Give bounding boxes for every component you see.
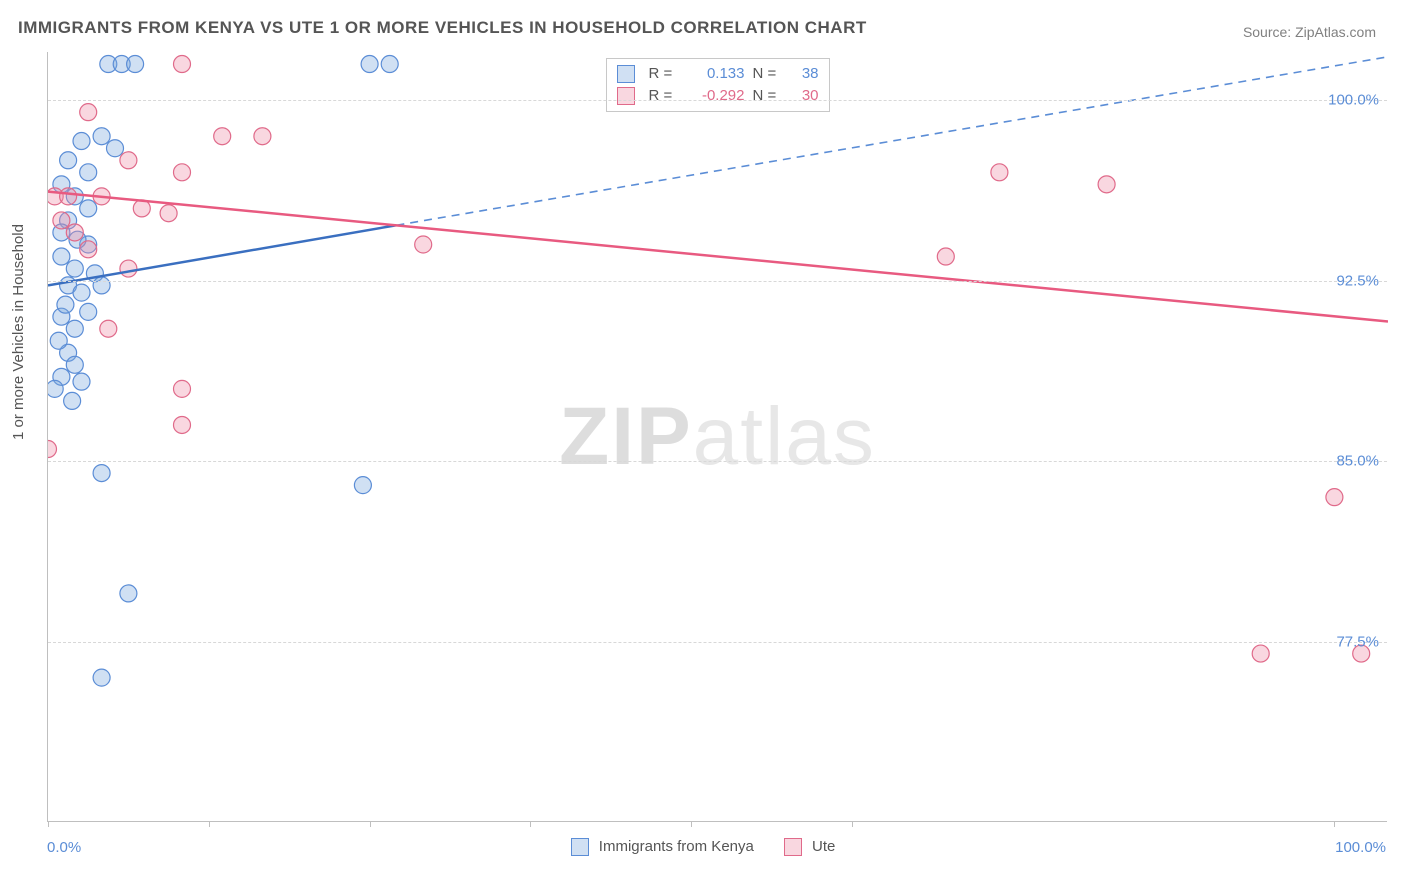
data-point-pink	[1252, 645, 1269, 662]
n-label: N =	[753, 63, 781, 85]
data-point-blue	[80, 303, 97, 320]
r-value-ute: -0.292	[685, 85, 745, 107]
legend-row-ute: R = -0.292 N = 30	[617, 85, 819, 107]
n-value-kenya: 38	[789, 63, 819, 85]
data-point-blue	[73, 284, 90, 301]
data-point-blue	[361, 56, 378, 73]
data-point-blue	[93, 669, 110, 686]
trendline-kenya-solid	[48, 225, 396, 285]
data-point-blue	[73, 133, 90, 150]
trendline-kenya-dashed	[396, 57, 1388, 225]
data-point-blue	[66, 356, 83, 373]
y-tick-label: 100.0%	[1328, 92, 1379, 109]
data-point-blue	[50, 332, 67, 349]
r-value-kenya: 0.133	[685, 63, 745, 85]
data-point-blue	[107, 140, 124, 157]
data-point-pink	[174, 56, 191, 73]
data-point-blue	[127, 56, 144, 73]
plot-svg	[48, 52, 1388, 822]
data-point-blue	[93, 465, 110, 482]
data-point-pink	[1098, 176, 1115, 193]
trendline-ute	[48, 192, 1388, 322]
n-label-2: N =	[753, 85, 781, 107]
data-point-blue	[57, 296, 74, 313]
gridline-h	[48, 100, 1387, 101]
data-point-pink	[214, 128, 231, 145]
legend-row-kenya: R = 0.133 N = 38	[617, 63, 819, 85]
swatch-kenya	[617, 65, 635, 83]
x-tick	[370, 821, 371, 827]
data-point-blue	[93, 128, 110, 145]
data-point-pink	[120, 260, 137, 277]
x-tick	[852, 821, 853, 827]
data-point-pink	[174, 416, 191, 433]
data-point-pink	[80, 241, 97, 258]
data-point-blue	[66, 260, 83, 277]
x-tick	[691, 821, 692, 827]
series-name-ute: Ute	[812, 838, 835, 855]
data-point-blue	[73, 373, 90, 390]
y-tick-label: 92.5%	[1336, 272, 1379, 289]
data-point-pink	[100, 320, 117, 337]
series-name-kenya: Immigrants from Kenya	[599, 838, 754, 855]
data-point-pink	[66, 224, 83, 241]
gridline-h	[48, 281, 1387, 282]
data-point-pink	[120, 152, 137, 169]
data-point-pink	[254, 128, 271, 145]
data-point-blue	[80, 200, 97, 217]
data-point-blue	[60, 152, 77, 169]
data-point-pink	[80, 104, 97, 121]
data-point-pink	[937, 248, 954, 265]
swatch-kenya-icon	[571, 838, 589, 856]
gridline-h	[48, 642, 1387, 643]
r-label-2: R =	[649, 85, 677, 107]
y-tick-label: 77.5%	[1336, 633, 1379, 650]
correlation-legend: R = 0.133 N = 38 R = -0.292 N = 30	[606, 58, 830, 112]
x-tick	[48, 821, 49, 827]
source-prefix: Source:	[1243, 24, 1291, 40]
swatch-ute-icon	[784, 838, 802, 856]
chart-title: IMMIGRANTS FROM KENYA VS UTE 1 OR MORE V…	[18, 18, 867, 38]
data-point-pink	[991, 164, 1008, 181]
x-tick	[1334, 821, 1335, 827]
data-point-pink	[1326, 489, 1343, 506]
source-attribution: Source: ZipAtlas.com	[1243, 24, 1376, 40]
data-point-blue	[381, 56, 398, 73]
data-point-pink	[48, 441, 57, 458]
series-legend: Immigrants from Kenya Ute	[0, 838, 1406, 856]
data-point-blue	[66, 320, 83, 337]
data-point-pink	[174, 164, 191, 181]
source-name: ZipAtlas.com	[1295, 24, 1376, 40]
data-point-blue	[64, 392, 81, 409]
y-axis-label: 1 or more Vehicles in Household	[10, 224, 27, 440]
gridline-h	[48, 461, 1387, 462]
data-point-blue	[80, 164, 97, 181]
data-point-blue	[53, 248, 70, 265]
data-point-pink	[60, 188, 77, 205]
data-point-pink	[415, 236, 432, 253]
data-point-pink	[174, 380, 191, 397]
data-point-blue	[120, 585, 137, 602]
data-point-pink	[53, 212, 70, 229]
data-point-pink	[160, 205, 177, 222]
swatch-ute	[617, 87, 635, 105]
y-tick-label: 85.0%	[1336, 453, 1379, 470]
r-label: R =	[649, 63, 677, 85]
legend-item-ute: Ute	[784, 838, 836, 856]
x-tick	[209, 821, 210, 827]
data-point-blue	[48, 380, 63, 397]
x-tick	[530, 821, 531, 827]
plot-area: ZIPatlas R = 0.133 N = 38 R = -0.292 N =…	[47, 52, 1387, 822]
legend-item-kenya: Immigrants from Kenya	[571, 838, 754, 856]
data-point-blue	[93, 277, 110, 294]
n-value-ute: 30	[789, 85, 819, 107]
data-point-blue	[354, 477, 371, 494]
